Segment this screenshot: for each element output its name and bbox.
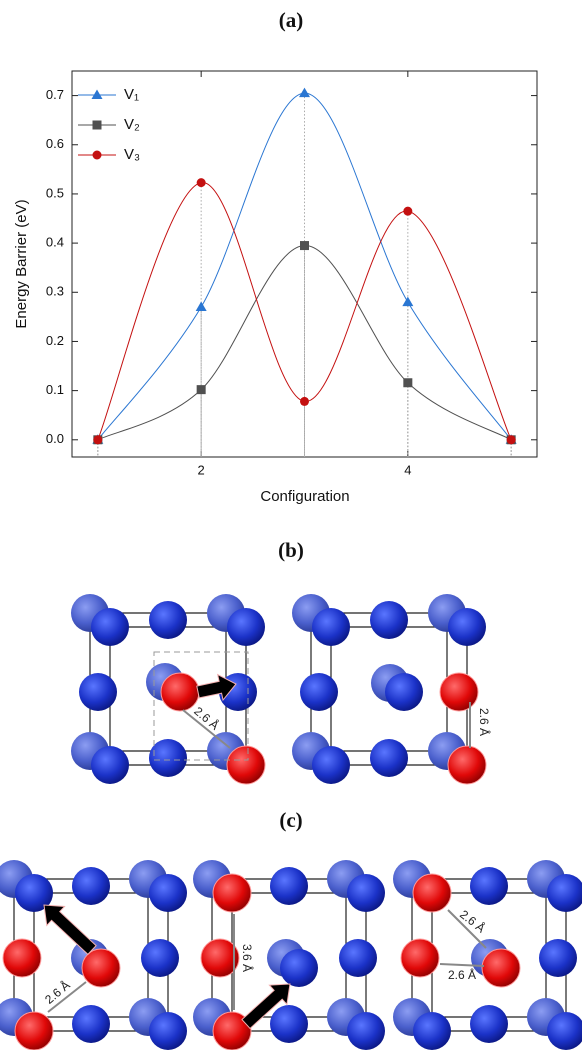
y-tick-label: 0.2 (46, 333, 64, 348)
figure: (a) (b) (c) Configuration Energy Barrier… (0, 0, 582, 1050)
atom (227, 746, 265, 784)
atom (370, 739, 408, 777)
atom (149, 874, 187, 912)
atom (539, 939, 577, 977)
y-tick-label: 0.6 (46, 136, 64, 151)
atom (213, 874, 251, 912)
marker (92, 90, 103, 100)
y-tick-label: 0.0 (46, 431, 64, 446)
atom (161, 673, 199, 711)
y-tick-label: 0.1 (46, 382, 64, 397)
atom (270, 867, 308, 905)
atom (370, 601, 408, 639)
atom (300, 673, 338, 711)
legend-label: V₃ (124, 146, 140, 163)
atom (440, 673, 478, 711)
y-tick-label: 0.4 (46, 235, 64, 250)
atom (339, 939, 377, 977)
marker (300, 397, 309, 406)
atom (448, 746, 486, 784)
x-tick-label: 4 (404, 462, 411, 477)
atom (91, 746, 129, 784)
marker (93, 435, 102, 444)
marker (196, 302, 207, 312)
y-tick-label: 0.3 (46, 284, 64, 299)
atom (448, 608, 486, 646)
panel-label: (c) (279, 808, 302, 832)
atom (470, 867, 508, 905)
marker (402, 297, 413, 307)
atom (72, 867, 110, 905)
atom (227, 608, 265, 646)
marker (93, 151, 102, 160)
y-tick-label: 0.5 (46, 185, 64, 200)
arrow (44, 905, 96, 954)
atom (470, 1005, 508, 1043)
distance-label: 2.6 Å (477, 708, 492, 736)
marker (197, 385, 206, 394)
x-tick-label: 2 (198, 462, 205, 477)
atom (79, 673, 117, 711)
y-axis-title: Energy Barrier (eV) (13, 199, 30, 328)
marker (403, 207, 412, 216)
atom (72, 1005, 110, 1043)
atom (15, 1012, 53, 1050)
atom (347, 1012, 385, 1050)
atom (270, 1005, 308, 1043)
atom (280, 949, 318, 987)
marker (197, 178, 206, 187)
distance-label: 2.6 Å (42, 977, 73, 1007)
atom (413, 1012, 451, 1050)
atom (312, 608, 350, 646)
panel-label: (a) (279, 8, 304, 32)
legend-label: V₂ (124, 116, 140, 133)
marker (93, 121, 102, 130)
atom (401, 939, 439, 977)
atom (149, 601, 187, 639)
distance-label: 2.6 Å (448, 967, 476, 982)
atom (149, 739, 187, 777)
atom (149, 1012, 187, 1050)
distance-label: 3.6 Å (240, 944, 255, 972)
atom (3, 939, 41, 977)
marker (507, 435, 516, 444)
atom (385, 673, 423, 711)
x-axis-title: Configuration (260, 488, 349, 505)
distance-label: 2.6 Å (457, 906, 488, 935)
atom (312, 746, 350, 784)
y-tick-label: 0.7 (46, 87, 64, 102)
legend-label: V₁ (124, 86, 139, 103)
atom (482, 949, 520, 987)
marker (299, 88, 310, 98)
atom (91, 608, 129, 646)
panel-label: (b) (278, 538, 304, 562)
atom (347, 874, 385, 912)
atom (141, 939, 179, 977)
marker (300, 241, 309, 250)
marker (403, 378, 412, 387)
atom (413, 874, 451, 912)
